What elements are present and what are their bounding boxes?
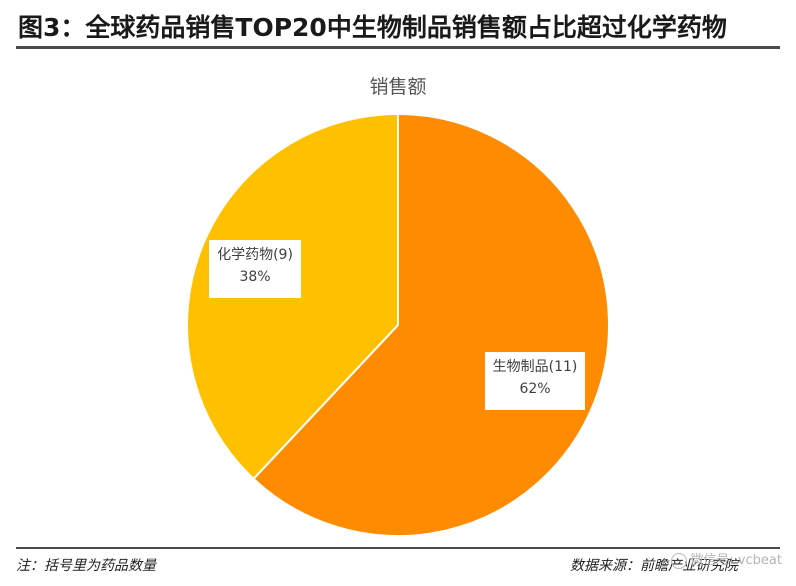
- wechat-icon: [671, 552, 688, 569]
- slice-label-chemical-drugs: 化学药物(9): [217, 247, 293, 263]
- slice-percent-biologics: 62%: [519, 381, 551, 397]
- watermark: 微信号: vcbeat: [671, 549, 782, 569]
- title-underline: [16, 46, 780, 49]
- footer-rule: [16, 547, 780, 549]
- data-source: 数据来源：前瞻产业研究院: [570, 558, 738, 574]
- callout-chemical-drugs: 化学药物(9) 38%: [209, 240, 301, 298]
- pie-slice-biologics: [252, 112, 610, 537]
- chart-title: 销售额: [369, 76, 427, 98]
- watermark-text: 微信号: vcbeat: [690, 553, 782, 568]
- footnote: 注：括号里为药品数量: [16, 558, 156, 574]
- figure-title: 图3：全球药品销售TOP20中生物制品销售额占比超过化学药物: [18, 13, 727, 42]
- callout-biologics: 生物制品(11) 62%: [485, 352, 585, 410]
- slice-label-biologics: 生物制品(11): [492, 359, 578, 375]
- slice-percent-chemical-drugs: 38%: [239, 269, 271, 285]
